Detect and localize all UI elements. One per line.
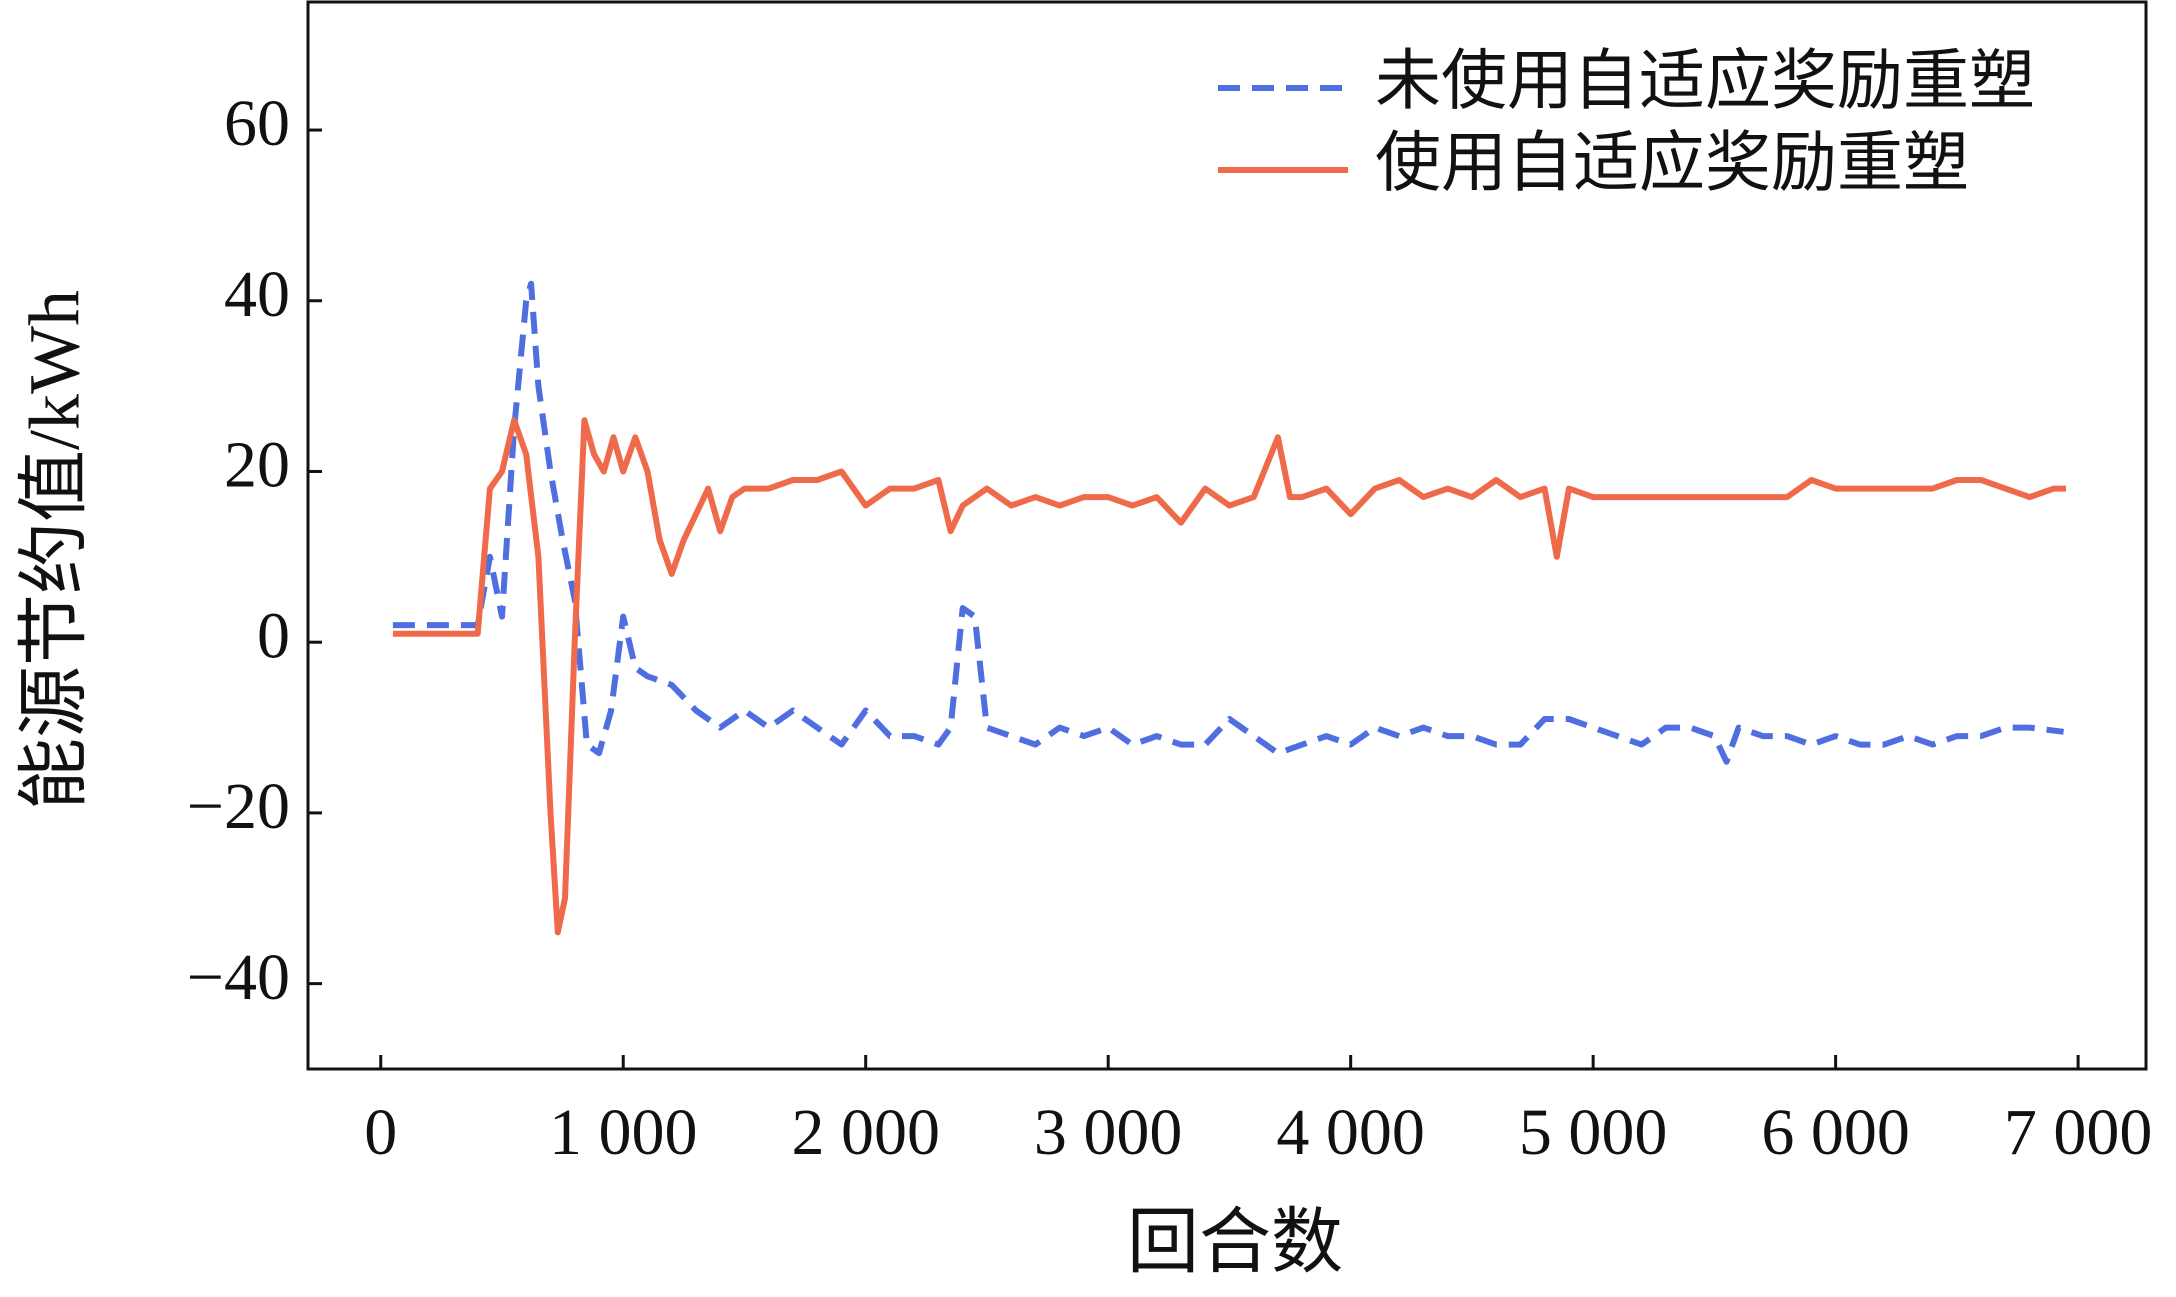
x-tick-label: 7 000 xyxy=(2004,1096,2153,1169)
series-line xyxy=(392,280,2064,765)
x-tick-label: 2 000 xyxy=(791,1096,940,1169)
y-axis-label: 能源节约值/kWh xyxy=(15,290,95,810)
y-tick-label: 0 xyxy=(257,599,290,672)
x-axis-label: 回合数 xyxy=(1127,1203,1343,1283)
plot-frame xyxy=(306,0,2148,1071)
x-tick-label: 0 xyxy=(364,1096,397,1169)
x-tick-label: 5 000 xyxy=(1519,1096,1668,1169)
y-tick-label: 20 xyxy=(224,429,290,502)
series-line xyxy=(392,417,2066,936)
y-tick-label: 60 xyxy=(224,87,290,160)
x-tick-label: 3 000 xyxy=(1034,1096,1183,1169)
legend-label: 未使用自适应奖励重塑 xyxy=(1375,45,2035,118)
x-tick-label: 4 000 xyxy=(1276,1096,1425,1169)
legend-label: 使用自适应奖励重塑 xyxy=(1375,127,1969,200)
y-tick-label: −20 xyxy=(187,770,290,843)
x-tick-label: 1 000 xyxy=(549,1096,698,1169)
y-tick-label: −40 xyxy=(187,941,290,1014)
x-tick-label: 6 000 xyxy=(1761,1096,1910,1169)
y-tick-label: 40 xyxy=(224,258,290,331)
